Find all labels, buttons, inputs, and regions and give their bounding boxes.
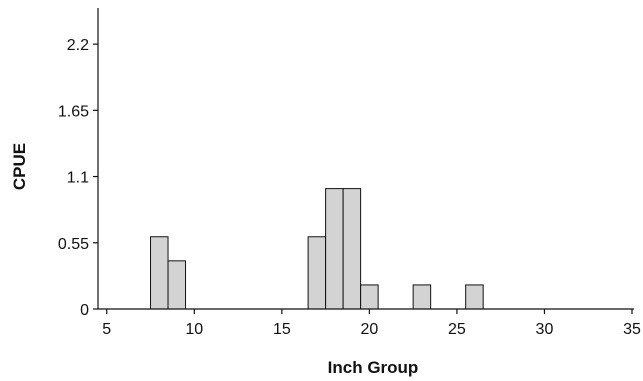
bar-8 — [150, 236, 169, 310]
bar-19 — [342, 188, 362, 310]
bar-9 — [167, 260, 187, 310]
bars-layer — [150, 188, 484, 310]
x-axis-title: Inch Group — [328, 358, 419, 377]
bar-17 — [307, 236, 327, 310]
bar-18 — [325, 188, 344, 310]
y-tick-label: 1.1 — [67, 170, 89, 187]
bar-23 — [412, 284, 432, 310]
x-tick-label: 10 — [185, 321, 203, 338]
x-tick-label: 25 — [448, 321, 466, 338]
y-tick-label: 0 — [80, 302, 89, 319]
bar-20 — [360, 284, 379, 310]
y-axis-title: CPUE — [10, 143, 29, 190]
x-tick-label: 35 — [623, 321, 641, 338]
x-tick-label: 20 — [360, 321, 378, 338]
bar-26 — [465, 284, 484, 310]
x-tick-label: 5 — [102, 321, 111, 338]
y-tick-label: 1.65 — [58, 103, 89, 120]
x-tick-label: 30 — [536, 321, 554, 338]
ticks-layer: 5 10 15 20 25 30 35 0 0.55 1.1 1.65 2.2 — [58, 37, 641, 338]
y-tick-label: 0.55 — [58, 236, 89, 253]
x-tick-label: 15 — [273, 321, 291, 338]
y-tick-label: 2.2 — [67, 37, 89, 54]
